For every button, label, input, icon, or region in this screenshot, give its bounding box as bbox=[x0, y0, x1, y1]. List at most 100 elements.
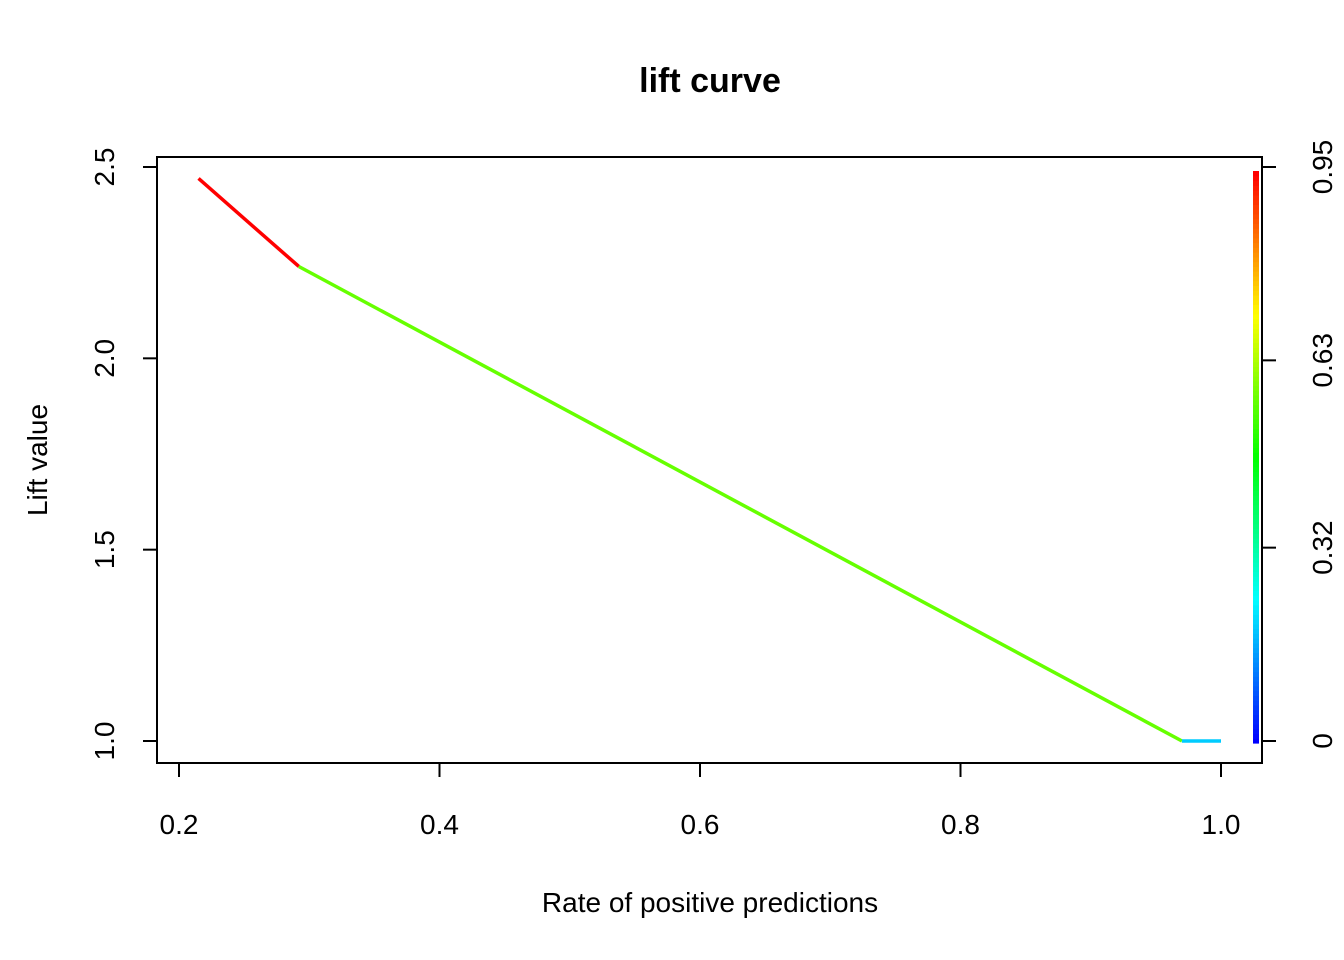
x-tick-label: 0.6 bbox=[681, 809, 720, 840]
colorbar-cell bbox=[1253, 509, 1259, 515]
x-tick-label: 0.2 bbox=[160, 809, 199, 840]
colorbar-tick-label: 0.32 bbox=[1307, 520, 1338, 575]
colorbar-cell bbox=[1253, 380, 1259, 387]
colorbar-cell bbox=[1253, 247, 1259, 253]
colorbar-cell bbox=[1253, 237, 1259, 244]
colorbar-cell bbox=[1253, 385, 1259, 391]
colorbar-cell bbox=[1253, 461, 1259, 468]
colorbar-cell bbox=[1253, 576, 1259, 582]
colorbar-cell bbox=[1253, 452, 1259, 458]
colorbar-cell bbox=[1253, 633, 1259, 639]
colorbar-cell bbox=[1253, 333, 1259, 339]
colorbar-cell bbox=[1253, 666, 1259, 673]
colorbar-cell bbox=[1253, 514, 1259, 520]
colorbar-cell bbox=[1253, 676, 1259, 682]
colorbar-cell bbox=[1253, 585, 1259, 592]
colorbar-cell bbox=[1253, 647, 1259, 654]
colorbar-cell bbox=[1253, 199, 1259, 205]
colorbar-cell bbox=[1253, 657, 1259, 663]
colorbar-cell bbox=[1253, 190, 1259, 196]
colorbar-cell bbox=[1253, 733, 1259, 739]
colorbar-cell bbox=[1253, 700, 1259, 706]
colorbar-cell bbox=[1253, 609, 1259, 615]
colorbar bbox=[1253, 171, 1259, 744]
lift-series bbox=[197, 177, 1221, 743]
colorbar-cell bbox=[1253, 337, 1259, 344]
colorbar-cell bbox=[1253, 204, 1259, 210]
colorbar-cell bbox=[1253, 466, 1259, 472]
colorbar-cell bbox=[1253, 714, 1259, 720]
colorbar-cell bbox=[1253, 271, 1259, 277]
colorbar-cell bbox=[1253, 561, 1259, 568]
colorbar-cell bbox=[1253, 395, 1259, 401]
colorbar-cell bbox=[1253, 180, 1259, 186]
colorbar-cell bbox=[1253, 328, 1259, 334]
colorbar-cell bbox=[1253, 538, 1259, 544]
lift-segment bbox=[298, 264, 1183, 743]
colorbar-cell bbox=[1253, 566, 1259, 572]
colorbar-cell bbox=[1253, 652, 1259, 658]
colorbar-cell bbox=[1253, 409, 1259, 415]
colorbar-cell bbox=[1253, 695, 1259, 701]
colorbar-cell bbox=[1253, 738, 1259, 744]
colorbar-cell bbox=[1253, 371, 1259, 377]
colorbar-cell bbox=[1253, 423, 1259, 429]
colorbar-cell bbox=[1253, 638, 1259, 644]
colorbar-cell bbox=[1253, 628, 1259, 634]
colorbar-cell bbox=[1253, 533, 1259, 539]
colorbar-cell bbox=[1253, 547, 1259, 553]
colorbar-cell bbox=[1253, 209, 1259, 215]
colorbar-cell bbox=[1253, 294, 1259, 301]
colorbar-cell bbox=[1253, 352, 1259, 358]
colorbar-cell bbox=[1253, 471, 1259, 477]
colorbar-cell bbox=[1253, 256, 1259, 263]
colorbar-cell bbox=[1253, 542, 1259, 549]
colorbar-cell bbox=[1253, 495, 1259, 501]
colorbar-cell bbox=[1253, 604, 1259, 611]
colorbar-cell bbox=[1253, 232, 1259, 239]
colorbar-cell bbox=[1253, 433, 1259, 439]
y-tick-label: 2.0 bbox=[89, 339, 120, 378]
colorbar-cell bbox=[1253, 361, 1259, 368]
colorbar-cell bbox=[1253, 304, 1259, 310]
colorbar-cell bbox=[1253, 366, 1259, 372]
colorbar-cell bbox=[1253, 404, 1259, 410]
colorbar-cell bbox=[1253, 223, 1259, 229]
colorbar-cell bbox=[1253, 719, 1259, 725]
y-tick-label: 2.5 bbox=[89, 148, 120, 187]
colorbar-cell bbox=[1253, 171, 1259, 177]
colorbar-cell bbox=[1253, 557, 1259, 563]
colorbar-cell bbox=[1253, 681, 1259, 687]
colorbar-cell bbox=[1253, 723, 1259, 730]
colorbar-cell bbox=[1253, 499, 1259, 506]
colorbar-cell bbox=[1253, 390, 1259, 396]
lift-segment bbox=[197, 177, 300, 268]
colorbar-cell bbox=[1253, 523, 1259, 530]
colorbar-cell bbox=[1253, 414, 1259, 420]
colorbar-cell bbox=[1253, 375, 1259, 382]
colorbar-cell bbox=[1253, 266, 1259, 272]
colorbar-cell bbox=[1253, 490, 1259, 496]
colorbar-cell bbox=[1253, 228, 1259, 234]
chart-title: lift curve bbox=[639, 62, 781, 100]
colorbar-cell bbox=[1253, 299, 1259, 306]
colorbar-tick-label: 0.63 bbox=[1307, 333, 1338, 388]
y-tick-label: 1.0 bbox=[89, 722, 120, 761]
colorbar-cell bbox=[1253, 399, 1259, 406]
colorbar-tick-label: 0 bbox=[1307, 733, 1338, 749]
colorbar-cell bbox=[1253, 290, 1259, 296]
plot-frame bbox=[156, 156, 1263, 764]
colorbar-cell bbox=[1253, 485, 1259, 491]
x-tick-label: 0.4 bbox=[420, 809, 459, 840]
y-axis-label: Lift value bbox=[22, 404, 53, 516]
colorbar-cell bbox=[1253, 437, 1259, 444]
colorbar-cell bbox=[1253, 642, 1259, 649]
colorbar-cell bbox=[1253, 285, 1259, 291]
x-tick-label: 1.0 bbox=[1202, 809, 1241, 840]
colorbar-cell bbox=[1253, 590, 1259, 596]
colorbar-cell bbox=[1253, 213, 1259, 220]
y-tick-label: 1.5 bbox=[89, 530, 120, 569]
colorbar-cell bbox=[1253, 480, 1259, 487]
colorbar-cell bbox=[1253, 580, 1259, 587]
colorbar-cell bbox=[1253, 275, 1259, 282]
